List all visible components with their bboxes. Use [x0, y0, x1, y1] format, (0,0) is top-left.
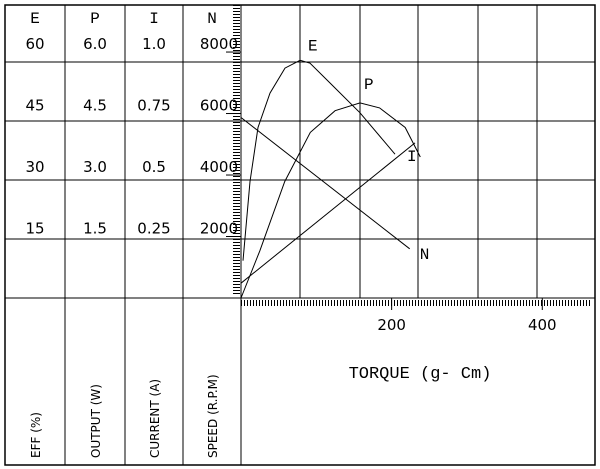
y-minor-ticks	[229, 5, 241, 295]
axis-header: I	[149, 10, 159, 28]
y-tick-label: 0.5	[142, 158, 166, 176]
y-tick-label: 6.0	[83, 35, 107, 53]
curve-label: N	[420, 246, 430, 264]
curve	[240, 102, 421, 299]
axis-header: N	[207, 10, 217, 28]
axis-header: E	[30, 10, 40, 28]
y-tick-label: 6000	[200, 97, 238, 115]
x-axis-title: TORQUE (g- Cm)	[349, 365, 492, 384]
axis-label: CURRENT (A)	[148, 379, 162, 458]
axis-label: SPEED (R.P.M)	[206, 374, 220, 458]
y-tick-label: 0.75	[137, 96, 170, 114]
curve-label: P	[364, 76, 374, 94]
y-tick-label: 0.25	[137, 219, 170, 237]
y-tick-label: 1.0	[142, 35, 166, 53]
curve	[242, 59, 396, 261]
y-tick-label: 4.5	[83, 97, 107, 115]
curve-label: I	[407, 148, 417, 166]
y-tick-label: 30	[25, 158, 44, 176]
y-tick-label: 3.0	[83, 158, 107, 176]
axis-label: EFF (%)	[29, 412, 43, 458]
y-tick-label: 8000	[200, 35, 238, 53]
y-tick-label: 60	[25, 35, 44, 53]
axis-header: P	[90, 10, 100, 28]
curve	[240, 142, 416, 284]
y-tick-label: 2000	[200, 220, 238, 238]
x-tick-label: 200	[377, 316, 406, 334]
y-tick-label: 1.5	[83, 220, 107, 238]
curve-label: E	[308, 37, 318, 55]
y-tick-label: 15	[25, 220, 44, 238]
axis-label: OUTPUT (W)	[89, 384, 103, 458]
curve	[240, 117, 411, 250]
x-minor-ticks	[241, 298, 591, 306]
y-tick-label: 45	[25, 97, 44, 115]
x-tick-label: 400	[528, 316, 557, 334]
y-tick-label: 4000	[200, 158, 238, 176]
